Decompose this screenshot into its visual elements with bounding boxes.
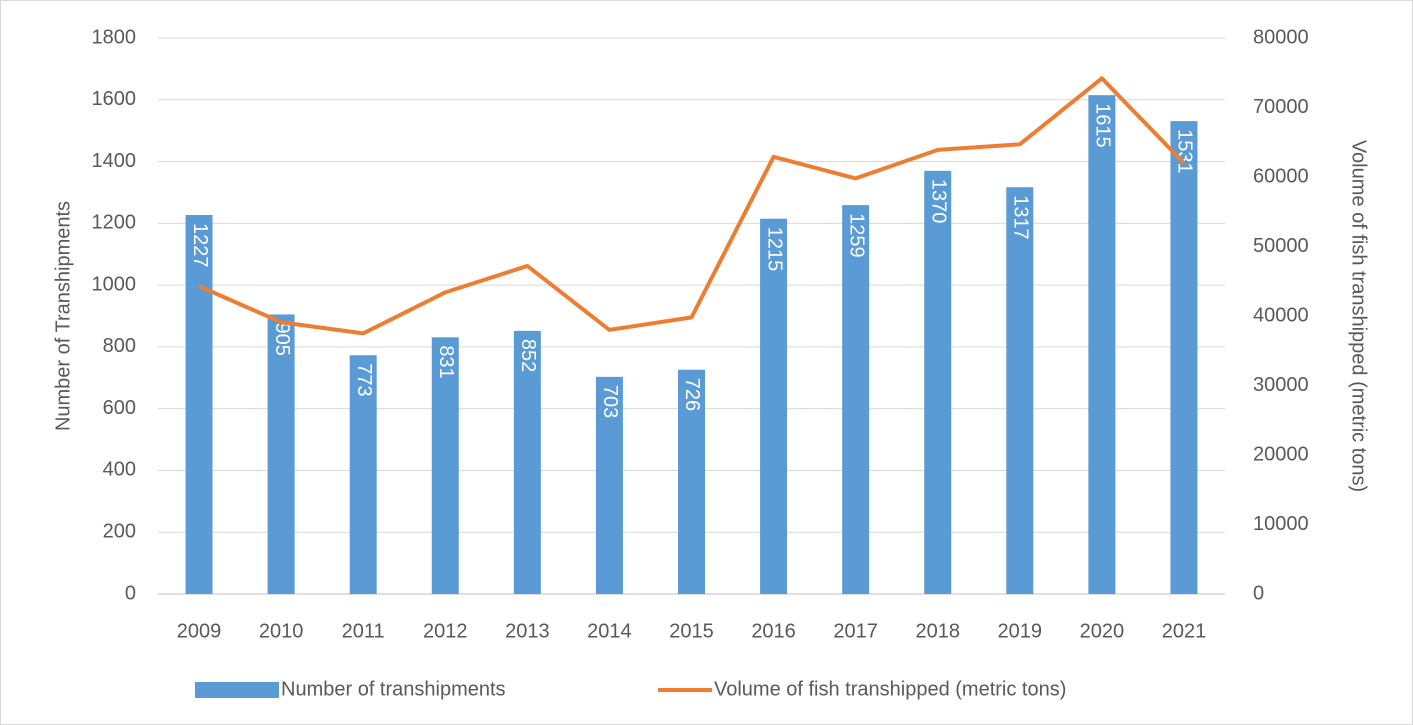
bar <box>678 369 705 594</box>
legend-label: Number of transhipments <box>281 678 506 700</box>
x-tick-label: 2020 <box>1080 620 1125 642</box>
y-tick-label: 1200 <box>92 212 137 234</box>
x-tick-label: 2013 <box>505 620 550 642</box>
bar-value-label: 1531 <box>1174 129 1196 174</box>
x-tick-label: 2017 <box>833 620 878 642</box>
y2-tick-label: 10000 <box>1253 513 1309 535</box>
bar <box>842 205 870 594</box>
y-tick-label: 400 <box>103 459 136 481</box>
x-tick-label: 2019 <box>998 620 1043 642</box>
x-tick-label: 2018 <box>915 620 960 642</box>
bar-value-label: 905 <box>271 322 293 355</box>
y2-tick-label: 80000 <box>1253 26 1309 48</box>
y-axis-title: Number of Transhipments <box>52 201 74 431</box>
x-tick-label: 2009 <box>177 620 222 642</box>
bar-value-label: 1317 <box>1010 195 1032 240</box>
bar <box>431 337 459 594</box>
y2-tick-label: 50000 <box>1253 235 1309 257</box>
y2-tick-label: 60000 <box>1253 165 1309 187</box>
bar-value-label: 831 <box>435 345 457 378</box>
bar-value-label: 703 <box>599 385 621 418</box>
bar-value-label: 773 <box>353 363 375 396</box>
x-tick-label: 2014 <box>587 620 632 642</box>
x-tick-label: 2015 <box>669 620 714 642</box>
bar-value-label: 1227 <box>189 223 211 268</box>
x-tick-label: 2012 <box>423 620 468 642</box>
y-tick-label: 1000 <box>92 273 137 295</box>
y-tick-label: 800 <box>103 335 136 357</box>
y-tick-label: 1400 <box>92 150 137 172</box>
bar-value-label: 1615 <box>1092 103 1114 147</box>
y-tick-label: 1600 <box>92 88 137 110</box>
bar <box>1088 95 1116 595</box>
bar-value-label: 726 <box>681 378 703 411</box>
y-tick-label: 200 <box>103 521 136 543</box>
x-tick-label: 2011 <box>342 620 385 642</box>
legend-label: Volume of fish transhipped (metric tons) <box>714 678 1066 700</box>
y2-tick-label: 0 <box>1253 582 1264 604</box>
bar-value-label: 1215 <box>763 227 785 272</box>
bar-value-label: 1259 <box>845 213 867 258</box>
x-tick-label: 2016 <box>751 620 796 642</box>
bar-value-label: 1370 <box>927 179 949 224</box>
bar <box>924 170 952 595</box>
bar <box>1006 187 1034 594</box>
y2-axis-title: Volume of fish transhipped (metric tons) <box>1348 140 1370 492</box>
bar <box>513 330 541 594</box>
bar <box>267 314 295 594</box>
x-tick-label: 2021 <box>1162 620 1207 642</box>
line <box>198 76 1186 336</box>
bar <box>349 355 377 594</box>
y2-tick-label: 20000 <box>1253 443 1309 465</box>
y2-tick-label: 30000 <box>1253 374 1309 396</box>
y2-tick-label: 40000 <box>1253 304 1309 326</box>
bar-value-label: 852 <box>517 339 539 372</box>
bar <box>185 214 213 594</box>
y-tick-label: 600 <box>103 397 136 419</box>
y2-tick-label: 70000 <box>1253 96 1309 118</box>
legend-swatch <box>195 682 279 698</box>
y-tick-label: 0 <box>125 582 136 604</box>
bar <box>760 218 788 594</box>
bar <box>1170 121 1198 594</box>
x-tick-label: 2010 <box>259 620 304 642</box>
bar <box>595 376 623 594</box>
y-tick-label: 1800 <box>92 26 137 48</box>
